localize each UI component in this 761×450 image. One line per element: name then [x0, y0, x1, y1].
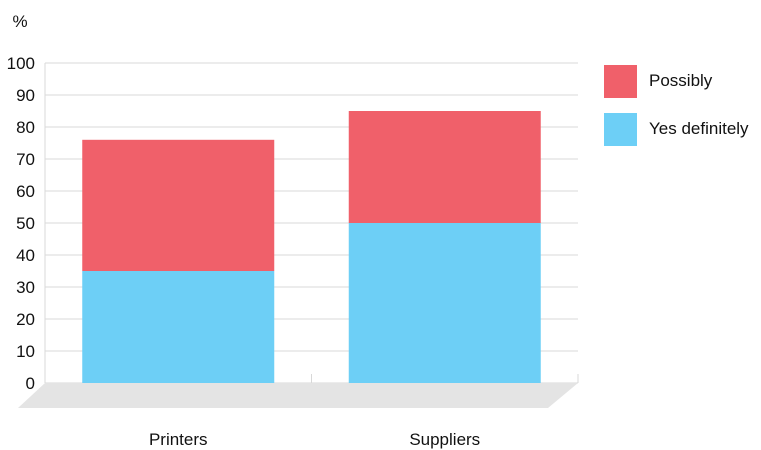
legend-swatch-yes-definitely	[604, 112, 637, 146]
legend-item-yes-definitely: Yes definitely	[604, 112, 749, 146]
y-tick-label: 0	[26, 374, 35, 393]
y-tick-label: 80	[16, 118, 35, 137]
y-tick-label: 50	[16, 214, 35, 233]
x-axis-labels: Printers Suppliers	[149, 430, 480, 449]
legend-item-possibly: Possibly	[604, 64, 749, 98]
y-axis-ticks: 0 10 20 30 40 50 60 70 80 90 100	[7, 54, 35, 393]
y-axis-unit-label: %	[12, 12, 27, 31]
chart-floor	[18, 383, 578, 408]
legend-swatch-possibly	[604, 64, 637, 98]
y-tick-label: 70	[16, 150, 35, 169]
y-tick-label: 90	[16, 86, 35, 105]
bar-possibly-printers	[82, 139, 275, 271]
bar-possibly-suppliers	[348, 111, 541, 223]
bar-yes-definitely-printers	[82, 271, 275, 383]
y-tick-label: 100	[7, 54, 35, 73]
bars	[82, 111, 541, 383]
y-tick-label: 30	[16, 278, 35, 297]
x-category-label: Printers	[149, 430, 208, 449]
x-category-label: Suppliers	[409, 430, 480, 449]
legend-label-yes-definitely: Yes definitely	[649, 119, 749, 138]
y-tick-label: 60	[16, 182, 35, 201]
legend: Possibly Yes definitely	[604, 64, 749, 160]
floor-plane	[18, 383, 578, 408]
y-tick-label: 10	[16, 342, 35, 361]
legend-label-possibly: Possibly	[649, 71, 713, 90]
bar-yes-definitely-suppliers	[348, 223, 541, 383]
y-tick-label: 40	[16, 246, 35, 265]
y-tick-label: 20	[16, 310, 35, 329]
